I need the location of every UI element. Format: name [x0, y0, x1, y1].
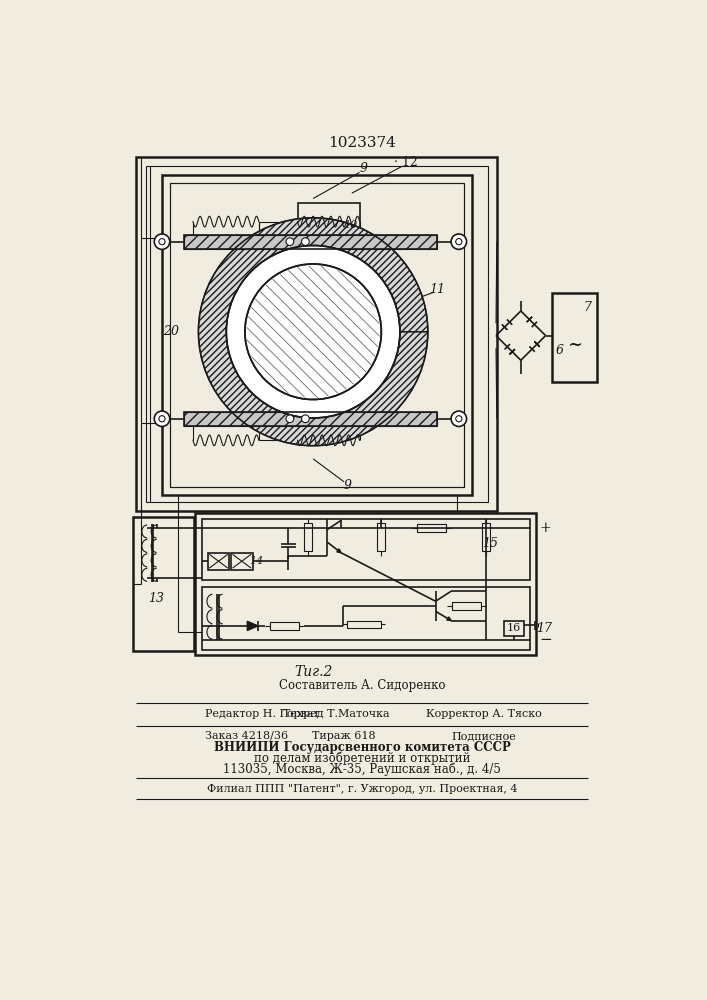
Bar	[184, 235, 437, 249]
Bar	[162, 175, 472, 495]
Bar	[378, 523, 385, 551]
Bar	[201, 519, 530, 580]
Circle shape	[154, 411, 170, 426]
Polygon shape	[199, 218, 428, 446]
Text: Филиал ППП "Патент", г. Ужгород, ул. Проектная, 4: Филиал ППП "Патент", г. Ужгород, ул. Про…	[206, 784, 518, 794]
Text: Составитель А. Сидоренко: Составитель А. Сидоренко	[279, 679, 445, 692]
Circle shape	[451, 411, 467, 426]
Text: 6: 6	[556, 344, 563, 358]
Text: Корректор А. Тяско: Корректор А. Тяско	[426, 709, 542, 719]
Text: ВНИИПИ Государсвенного комитета СССР: ВНИИПИ Государсвенного комитета СССР	[214, 741, 510, 754]
Text: Редактор Н. Горват: Редактор Н. Горват	[204, 709, 320, 719]
Text: 16: 16	[507, 623, 521, 633]
Bar	[201, 587, 530, 650]
Text: 15: 15	[482, 537, 498, 550]
Text: 9: 9	[344, 479, 352, 492]
Polygon shape	[502, 324, 508, 330]
Bar	[417, 524, 446, 532]
Text: 1023374: 1023374	[328, 136, 396, 150]
Circle shape	[159, 416, 165, 422]
Bar	[136, 157, 497, 511]
Text: Подписное: Подписное	[451, 731, 516, 741]
Circle shape	[286, 238, 293, 246]
Bar	[504, 620, 524, 636]
Text: 10: 10	[343, 220, 358, 230]
Text: 7: 7	[583, 301, 592, 314]
Text: 11: 11	[429, 283, 445, 296]
Text: +: +	[540, 521, 551, 535]
Text: 17: 17	[536, 622, 552, 635]
Text: −: −	[539, 633, 552, 647]
Text: Техред Т.Маточка: Техред Т.Маточка	[283, 709, 390, 719]
Text: 113035, Москва, Ж-35, Раушская наб., д. 4/5: 113035, Москва, Ж-35, Раушская наб., д. …	[223, 762, 501, 776]
Bar	[134, 517, 194, 651]
Circle shape	[456, 416, 462, 422]
Bar	[270, 622, 299, 630]
Bar	[482, 523, 490, 551]
Circle shape	[301, 238, 309, 246]
Polygon shape	[337, 549, 341, 553]
Bar	[184, 412, 437, 426]
Text: ~: ~	[567, 336, 582, 354]
Text: Тираж 618: Тираж 618	[312, 731, 376, 741]
Bar	[195, 513, 537, 655]
Bar	[146, 166, 488, 502]
Bar	[552, 293, 597, 382]
Bar	[298, 203, 360, 232]
Circle shape	[154, 234, 170, 249]
Polygon shape	[447, 617, 451, 620]
Text: 14: 14	[250, 556, 264, 566]
Circle shape	[286, 415, 293, 423]
Text: Заказ 4218/36: Заказ 4218/36	[204, 731, 288, 741]
Text: по делам изобретений и открытий: по делам изобретений и открытий	[254, 752, 470, 765]
Bar	[347, 620, 380, 628]
Polygon shape	[247, 621, 258, 631]
Circle shape	[245, 264, 381, 400]
Polygon shape	[510, 349, 515, 354]
Text: 9: 9	[359, 162, 368, 175]
Text: · 12: · 12	[395, 156, 418, 169]
Text: 13: 13	[148, 592, 165, 605]
Bar	[170, 183, 464, 487]
Polygon shape	[534, 341, 539, 347]
Text: 20: 20	[163, 325, 180, 338]
Bar	[304, 523, 312, 551]
Text: Τиг.2: Τиг.2	[294, 665, 332, 679]
Bar	[184, 412, 437, 426]
Polygon shape	[527, 317, 532, 322]
Circle shape	[159, 239, 165, 245]
Circle shape	[456, 239, 462, 245]
Circle shape	[451, 234, 467, 249]
Bar	[231, 553, 252, 570]
Bar	[184, 235, 437, 249]
Bar	[452, 602, 481, 610]
Circle shape	[301, 415, 309, 423]
Bar	[208, 553, 230, 570]
Circle shape	[226, 246, 400, 418]
